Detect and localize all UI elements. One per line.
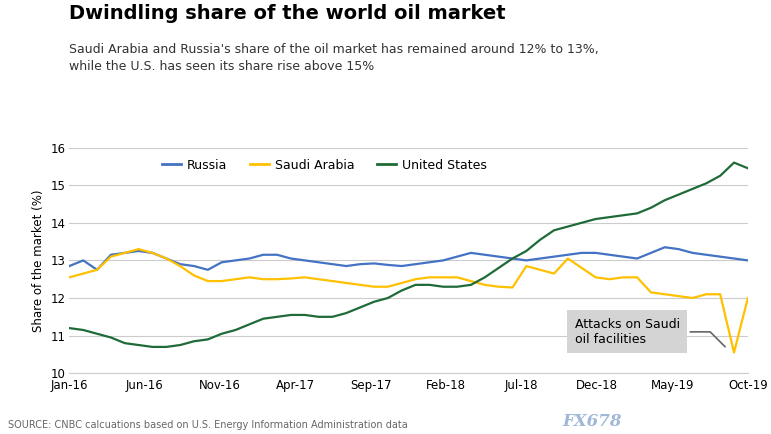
Text: Saudi Arabia and Russia's share of the oil market has remained around 12% to 13%: Saudi Arabia and Russia's share of the o… [69, 43, 599, 73]
Text: SOURCE: CNBC calcuations based on U.S. Energy Information Administration data: SOURCE: CNBC calcuations based on U.S. E… [8, 420, 407, 430]
Legend: Russia, Saudi Arabia, United States: Russia, Saudi Arabia, United States [157, 154, 492, 177]
Y-axis label: Share of the market (%): Share of the market (%) [32, 189, 45, 332]
Text: Attacks on Saudi
oil facilities: Attacks on Saudi oil facilities [575, 318, 726, 347]
Text: Dwindling share of the world oil market: Dwindling share of the world oil market [69, 4, 506, 23]
Text: FX678: FX678 [563, 413, 622, 430]
